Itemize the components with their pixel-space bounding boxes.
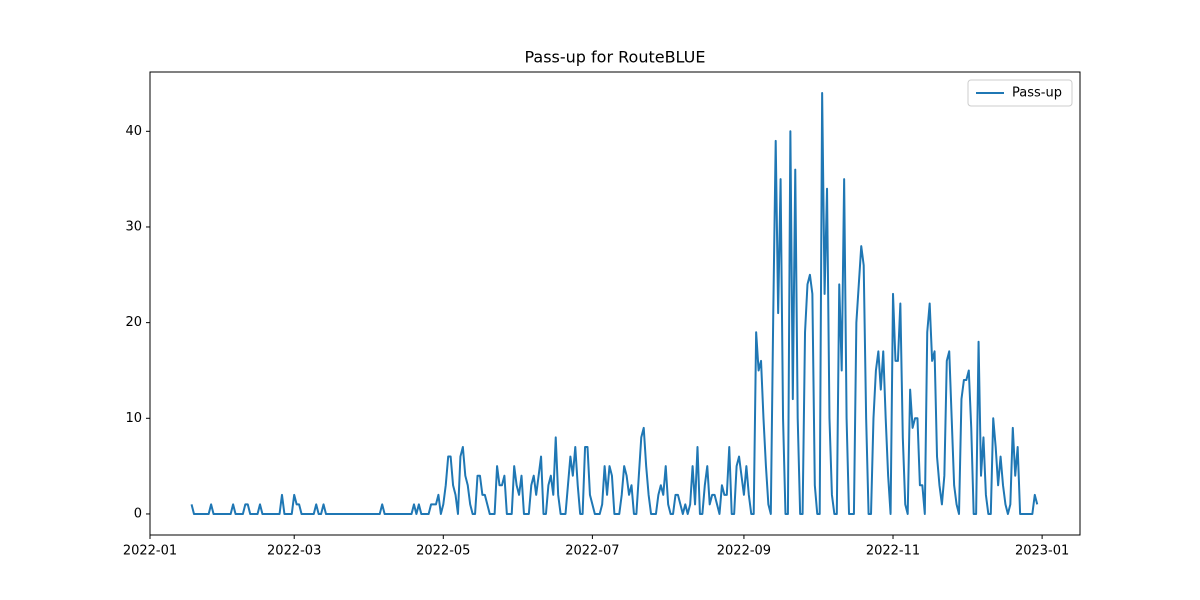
- x-tick-label: 2022-03: [267, 544, 321, 559]
- legend-label: Pass-up: [1012, 86, 1062, 101]
- chart-title: Pass-up for RouteBLUE: [524, 48, 705, 67]
- y-tick-label: 20: [125, 315, 142, 330]
- x-tick-label: 2022-11: [866, 544, 920, 559]
- data-line: [190, 92, 1039, 515]
- x-tick-label: 2022-09: [717, 544, 771, 559]
- y-tick-label: 40: [125, 124, 142, 139]
- x-tick-label: 2022-05: [416, 544, 470, 559]
- y-tick-label: 10: [125, 411, 142, 426]
- x-tick-label: 2023-01: [1015, 544, 1069, 559]
- plot-frame: [149, 71, 1081, 536]
- x-tick-label: 2022-07: [565, 544, 619, 559]
- y-tick-label: 0: [134, 506, 142, 521]
- legend-box: [967, 79, 1073, 107]
- y-tick-label: 30: [125, 219, 142, 234]
- x-tick-label: 2022-01: [123, 544, 177, 559]
